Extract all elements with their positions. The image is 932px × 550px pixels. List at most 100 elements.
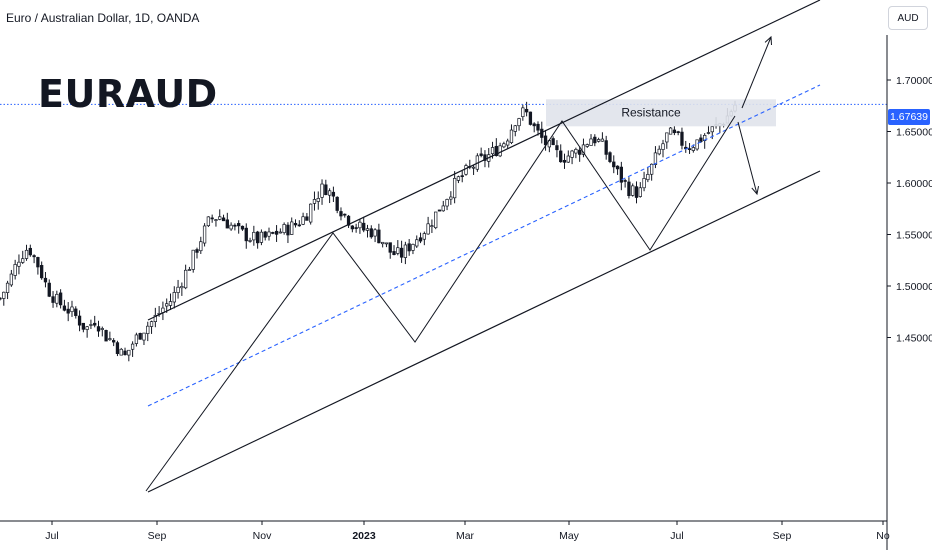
candle-up bbox=[642, 178, 646, 189]
candle-up bbox=[498, 145, 502, 157]
candle-up bbox=[456, 176, 461, 181]
y-tick-label: 1.70000 bbox=[896, 75, 932, 87]
axis-layer: 1.70000 1.65000 1.60000 1.55000 1.50000 1.450… bbox=[0, 35, 932, 550]
x-tick-label: Sep bbox=[148, 530, 167, 542]
candle-up bbox=[668, 127, 673, 135]
candle-up bbox=[24, 249, 29, 259]
y-tick-label: 1.55000 bbox=[896, 230, 932, 242]
candle-up bbox=[146, 325, 150, 334]
candle-up bbox=[653, 152, 658, 165]
candle-up bbox=[403, 244, 408, 258]
candle-down bbox=[210, 217, 214, 220]
candle-down bbox=[699, 137, 703, 142]
candle-down bbox=[233, 224, 237, 227]
x-tick-label: No bbox=[876, 530, 890, 542]
candle-up bbox=[17, 261, 21, 267]
candle-down bbox=[74, 308, 78, 316]
x-tick-label: 2023 bbox=[352, 530, 376, 542]
candle-down bbox=[615, 165, 620, 170]
candle-up bbox=[657, 148, 661, 155]
candle-up bbox=[521, 107, 525, 118]
candle-up bbox=[130, 343, 135, 350]
candle-up bbox=[665, 132, 669, 143]
candle-down bbox=[612, 161, 616, 168]
y-tick-label: 1.45000 bbox=[896, 333, 932, 345]
candle-up bbox=[100, 328, 104, 330]
candle-up bbox=[127, 349, 131, 356]
zigzag-swing-path[interactable] bbox=[145, 115, 736, 492]
candle-down bbox=[479, 153, 483, 156]
candle-down bbox=[676, 131, 680, 133]
candle-up bbox=[513, 125, 517, 132]
candle-down bbox=[343, 213, 347, 216]
candle-down bbox=[593, 136, 597, 144]
candle-down bbox=[623, 180, 627, 182]
candle-down bbox=[93, 322, 97, 326]
candle-up bbox=[411, 243, 415, 251]
channel-lower-line[interactable] bbox=[147, 170, 821, 493]
candle-down bbox=[81, 322, 86, 330]
channel-midline[interactable] bbox=[147, 84, 821, 407]
candle-down bbox=[562, 159, 567, 163]
candle-up bbox=[55, 293, 59, 304]
candle-up bbox=[202, 225, 207, 244]
candle-down bbox=[195, 249, 199, 253]
candle-down bbox=[115, 342, 120, 354]
candle-down bbox=[524, 108, 529, 113]
candle-up bbox=[89, 324, 93, 326]
candle-up bbox=[434, 211, 438, 229]
candle-up bbox=[248, 240, 252, 242]
candle-down bbox=[104, 330, 108, 342]
candle-up bbox=[415, 239, 419, 247]
candle-up bbox=[149, 321, 154, 327]
candle-up bbox=[119, 348, 123, 356]
candle-down bbox=[346, 215, 351, 226]
candle-down bbox=[335, 196, 339, 211]
candle-up bbox=[506, 140, 510, 146]
candle-up bbox=[585, 144, 589, 147]
candle-up bbox=[252, 231, 256, 241]
candle-up bbox=[187, 269, 192, 271]
channel-upper-line[interactable] bbox=[147, 0, 821, 321]
candle-down bbox=[123, 350, 127, 356]
candle-down bbox=[619, 166, 623, 183]
x-tick-label: May bbox=[559, 530, 580, 542]
candle-down bbox=[604, 140, 608, 155]
candle-up bbox=[282, 224, 286, 234]
candle-up bbox=[5, 282, 10, 293]
candle-down bbox=[392, 251, 396, 255]
candle-up bbox=[206, 216, 211, 227]
candle-up bbox=[191, 249, 195, 270]
candle-up bbox=[646, 174, 650, 181]
candle-down bbox=[0, 297, 2, 300]
candle-down bbox=[40, 265, 44, 279]
candle-up bbox=[649, 163, 654, 175]
candle-down bbox=[680, 131, 684, 146]
candle-up bbox=[267, 231, 271, 237]
candle-up bbox=[165, 303, 169, 307]
candle-down bbox=[221, 217, 226, 222]
x-tick-label: Sep bbox=[773, 530, 792, 542]
symbol-annotation: EURAUD bbox=[38, 72, 218, 116]
candle-down bbox=[271, 232, 275, 234]
projection-arrow-up[interactable] bbox=[741, 35, 772, 109]
candle-down bbox=[608, 152, 612, 162]
candle-down bbox=[578, 149, 582, 155]
candle-down bbox=[286, 224, 290, 236]
projection-arrow-down[interactable] bbox=[737, 121, 760, 196]
currency-button[interactable]: AUD bbox=[888, 6, 928, 30]
candle-up bbox=[278, 231, 283, 234]
candle-up bbox=[373, 229, 377, 237]
candle-down bbox=[43, 277, 48, 283]
candle-down bbox=[672, 129, 677, 134]
candle-up bbox=[452, 178, 457, 199]
candle-down bbox=[407, 243, 411, 252]
candle-up bbox=[301, 216, 305, 225]
candle-down bbox=[297, 224, 301, 227]
candle-down bbox=[339, 211, 343, 217]
candle-up bbox=[108, 338, 112, 341]
candle-up bbox=[365, 228, 370, 231]
candle-down bbox=[62, 305, 67, 311]
candle-down bbox=[536, 123, 540, 131]
